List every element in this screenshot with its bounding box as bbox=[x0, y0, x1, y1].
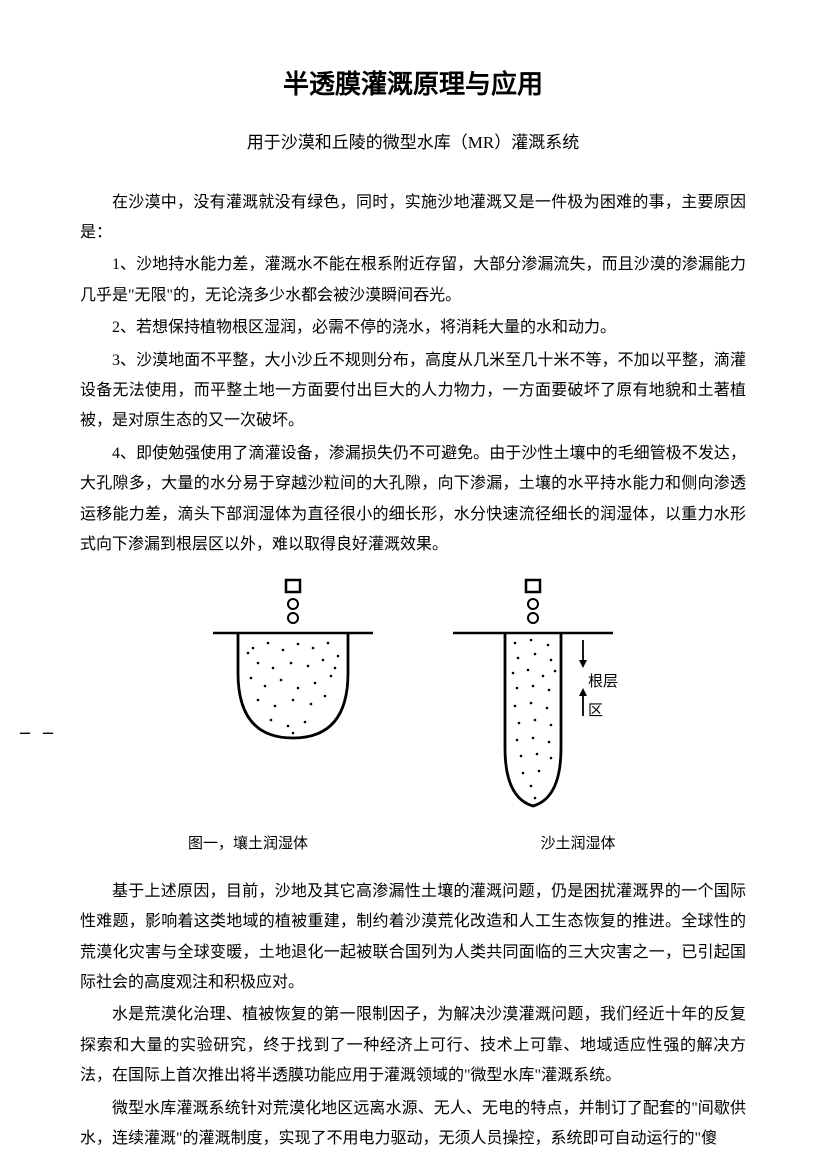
paragraph-8: 微型水库灌溉系统针对荒漠化地区远离水源、无人、无电的特点，并制订了配套的"间歇供… bbox=[80, 1094, 746, 1155]
caption-right: 沙土润湿体 bbox=[498, 830, 658, 859]
loam-wetting-diagram bbox=[203, 578, 383, 768]
figure-left-block bbox=[203, 578, 383, 768]
paragraph-6: 基于上述原因，目前，沙地及其它高渗漏性土壤的灌溉问题，仍是困扰灌溉界的一个国际性… bbox=[80, 877, 746, 999]
dash-marks: – – bbox=[20, 713, 57, 751]
figure-right-block: 根层区 bbox=[443, 578, 623, 818]
page-title: 半透膜灌溉原理与应用 bbox=[80, 60, 746, 109]
paragraph-reason-1: 1、沙地持水能力差，灌溉水不能在根系附近存留，大部分渗漏流失，而且沙漠的渗漏能力… bbox=[80, 250, 746, 311]
page-subtitle: 用于沙漠和丘陵的微型水库（MR）灌溉系统 bbox=[80, 127, 746, 159]
root-zone-label: 根层区 bbox=[588, 668, 623, 725]
paragraph-reason-2: 2、若想保持植物根区湿润，必需不停的浇水，将消耗大量的水和动力。 bbox=[80, 313, 746, 343]
caption-left: 图一，壤土润湿体 bbox=[168, 830, 328, 859]
paragraph-intro: 在沙漠中，没有灌溉就没有绿色，同时，实施沙地灌溉又是一件极为困难的事，主要原因是… bbox=[80, 188, 746, 249]
paragraph-reason-3: 3、沙漠地面不平整，大小沙丘不规则分布，高度从几米至几十米不等，不加以平整，滴灌… bbox=[80, 346, 746, 437]
figure-area: – – bbox=[80, 578, 746, 818]
paragraph-7: 水是荒漠化治理、植被恢复的第一限制因子，为解决沙漠灌溉问题，我们经近十年的反复探… bbox=[80, 1000, 746, 1091]
paragraph-reason-4: 4、即使勉强使用了滴灌设备，渗漏损失仍不可避免。由于沙性土壤中的毛细管极不发达，… bbox=[80, 439, 746, 561]
figure-captions-row: 图一，壤土润湿体 沙土润湿体 bbox=[80, 830, 746, 859]
